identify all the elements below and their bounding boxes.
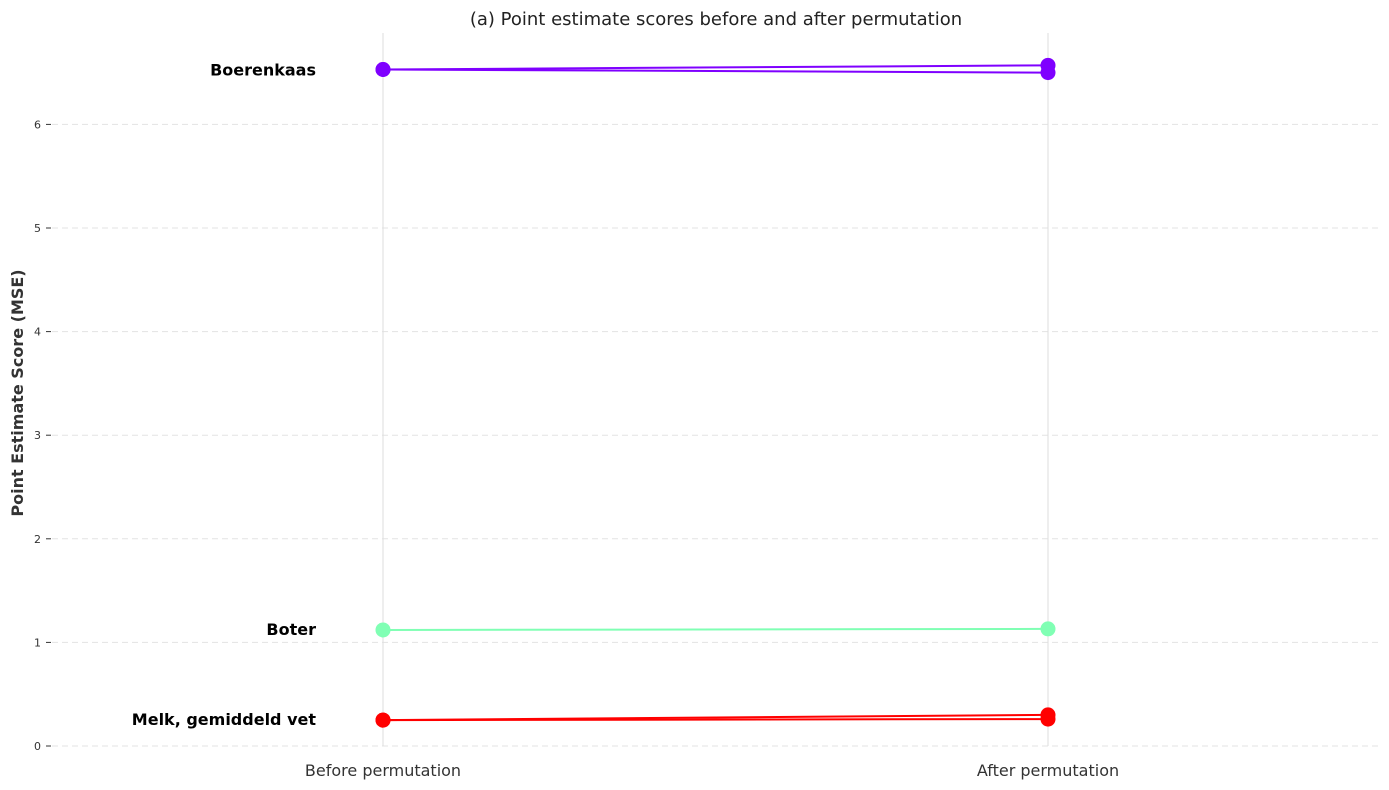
series	[375, 57, 1056, 728]
series-line	[382, 68, 1049, 74]
y-tick-label: 4	[34, 326, 41, 339]
y-axis-label: Point Estimate Score (MSE)	[8, 269, 27, 516]
group-label: Boter	[266, 620, 316, 639]
y-tick-label: 3	[34, 429, 41, 442]
data-point	[1040, 711, 1056, 727]
data-point	[375, 712, 391, 728]
y-tick-label: 1	[34, 636, 41, 649]
y-tick-label: 2	[34, 533, 41, 546]
x-tick-label: After permutation	[977, 761, 1119, 780]
y-tick-label: 5	[34, 222, 41, 235]
series-line	[382, 718, 1049, 722]
data-point	[1040, 621, 1056, 637]
data-point	[375, 61, 391, 77]
series-melk-gemiddeld-vet	[375, 711, 1056, 728]
y-tick-label: 6	[34, 118, 41, 131]
series-boerenkaas	[375, 57, 1056, 77]
y-ticks: 0 1 2 3 4 5 6	[34, 118, 51, 753]
group-label: Melk, gemiddeld vet	[132, 710, 317, 729]
y-tick-label: 0	[34, 740, 41, 753]
chart-title: (a) Point estimate scores before and aft…	[470, 9, 962, 30]
x-ticks: Before permutation After permutation	[305, 761, 1119, 780]
series-boerenkaas	[375, 61, 1056, 81]
series-line	[382, 627, 1049, 631]
series-line	[382, 64, 1049, 71]
series-melk-gemiddeld-vet	[375, 707, 1056, 728]
group-labels: Boerenkaas Boter Melk, gemiddeld vet	[132, 60, 317, 729]
x-tick-label: Before permutation	[305, 761, 461, 780]
data-point	[375, 622, 391, 638]
group-label: Boerenkaas	[210, 60, 316, 79]
grid	[52, 123, 1381, 747]
data-point	[1040, 65, 1056, 81]
category-lines	[382, 33, 1049, 746]
series-boter	[375, 621, 1056, 638]
